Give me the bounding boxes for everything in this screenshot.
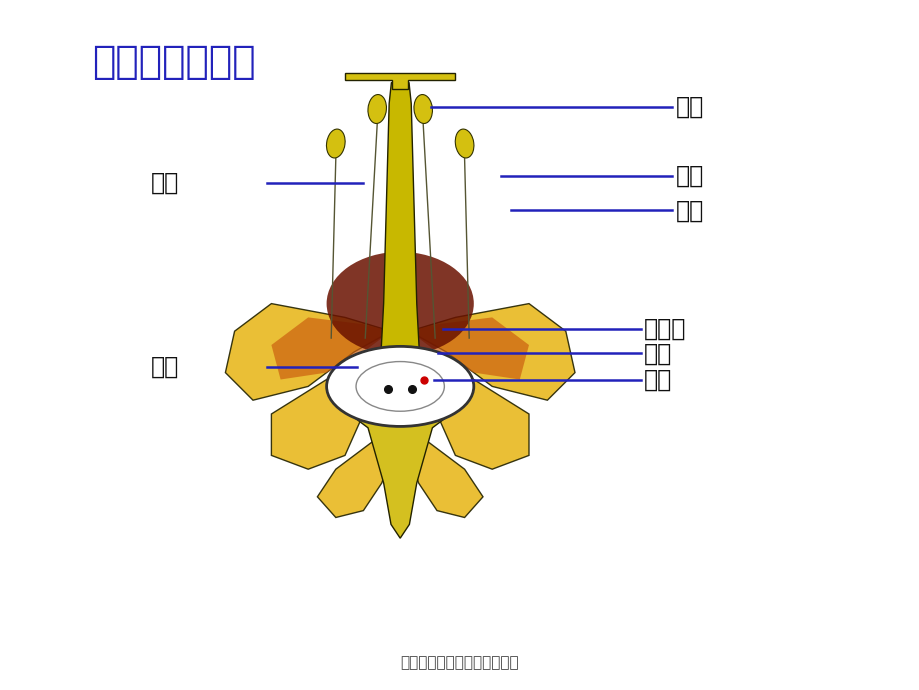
- Polygon shape: [409, 317, 528, 380]
- Polygon shape: [317, 442, 391, 518]
- Ellipse shape: [368, 95, 386, 124]
- Polygon shape: [349, 414, 450, 538]
- Text: 卵细胞: 卵细胞: [643, 317, 686, 341]
- Polygon shape: [409, 304, 574, 400]
- Polygon shape: [225, 304, 391, 400]
- Polygon shape: [345, 73, 455, 89]
- Ellipse shape: [414, 95, 432, 124]
- Text: 花丝: 花丝: [675, 199, 704, 222]
- Ellipse shape: [455, 129, 473, 158]
- Text: 高二生物被子植物的个体发育: 高二生物被子植物的个体发育: [401, 655, 518, 670]
- Polygon shape: [409, 442, 482, 518]
- Polygon shape: [271, 352, 381, 469]
- Text: 胚珠: 胚珠: [643, 368, 672, 392]
- Polygon shape: [418, 352, 528, 469]
- Polygon shape: [271, 317, 391, 380]
- Ellipse shape: [326, 346, 473, 426]
- Text: 子房: 子房: [151, 355, 179, 379]
- Ellipse shape: [326, 252, 473, 355]
- Ellipse shape: [326, 129, 345, 158]
- Text: 花的基本结构：: 花的基本结构：: [92, 43, 255, 81]
- Text: 极核: 极核: [643, 342, 672, 365]
- Ellipse shape: [356, 362, 444, 411]
- Text: 花柱: 花柱: [151, 171, 179, 195]
- Polygon shape: [380, 79, 420, 373]
- Text: 花药: 花药: [675, 164, 704, 188]
- Text: 柱头: 柱头: [675, 95, 704, 119]
